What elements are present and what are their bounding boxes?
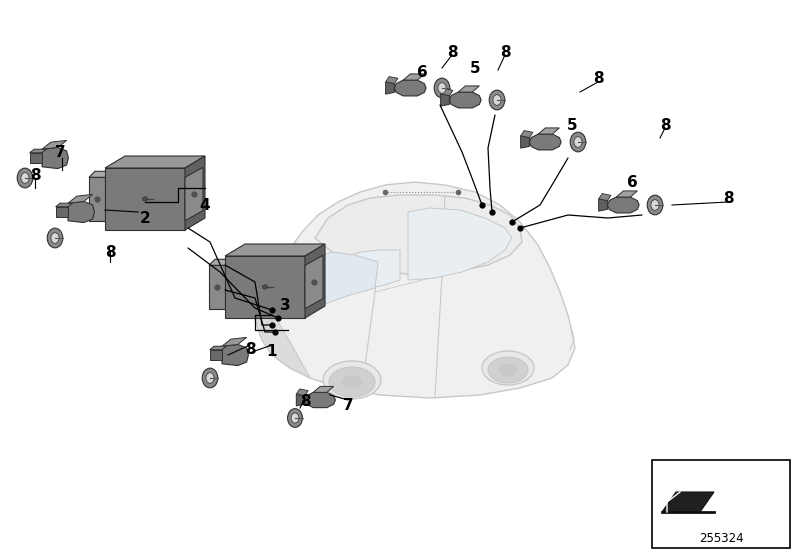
Polygon shape bbox=[450, 92, 481, 108]
Text: 2: 2 bbox=[140, 211, 150, 226]
Polygon shape bbox=[441, 94, 450, 106]
Ellipse shape bbox=[202, 368, 218, 388]
Ellipse shape bbox=[21, 172, 29, 183]
Text: 3: 3 bbox=[280, 297, 290, 312]
Polygon shape bbox=[458, 86, 479, 92]
Polygon shape bbox=[386, 77, 398, 83]
Polygon shape bbox=[305, 244, 325, 318]
Text: 1: 1 bbox=[266, 344, 278, 360]
Ellipse shape bbox=[490, 90, 505, 110]
Ellipse shape bbox=[291, 413, 299, 423]
Text: 8: 8 bbox=[446, 44, 458, 59]
Polygon shape bbox=[305, 255, 323, 309]
Polygon shape bbox=[305, 393, 335, 408]
Polygon shape bbox=[222, 344, 249, 366]
Polygon shape bbox=[42, 141, 66, 149]
Ellipse shape bbox=[262, 285, 267, 289]
Ellipse shape bbox=[438, 83, 446, 94]
Text: 8: 8 bbox=[245, 343, 255, 357]
Text: 7: 7 bbox=[54, 144, 66, 160]
Ellipse shape bbox=[342, 376, 362, 389]
Polygon shape bbox=[598, 194, 611, 200]
Polygon shape bbox=[521, 130, 533, 138]
Text: 8: 8 bbox=[300, 394, 310, 409]
Polygon shape bbox=[662, 492, 714, 512]
Polygon shape bbox=[185, 156, 205, 230]
Polygon shape bbox=[538, 128, 559, 134]
Ellipse shape bbox=[488, 357, 528, 383]
Bar bbox=[652, 460, 790, 548]
Polygon shape bbox=[268, 252, 378, 315]
Ellipse shape bbox=[499, 364, 517, 376]
Polygon shape bbox=[296, 394, 305, 406]
Ellipse shape bbox=[206, 372, 214, 384]
Text: 8: 8 bbox=[30, 167, 40, 183]
Polygon shape bbox=[105, 156, 205, 168]
Polygon shape bbox=[616, 191, 638, 197]
Ellipse shape bbox=[287, 409, 302, 427]
Polygon shape bbox=[255, 305, 310, 378]
Polygon shape bbox=[255, 182, 575, 398]
Ellipse shape bbox=[647, 195, 662, 215]
Polygon shape bbox=[68, 194, 93, 203]
Polygon shape bbox=[56, 203, 73, 207]
Polygon shape bbox=[209, 259, 231, 265]
Text: 5: 5 bbox=[566, 118, 578, 133]
Polygon shape bbox=[185, 167, 203, 221]
Text: 8: 8 bbox=[593, 71, 603, 86]
Ellipse shape bbox=[47, 228, 62, 248]
Text: 5: 5 bbox=[470, 60, 480, 76]
Ellipse shape bbox=[323, 361, 381, 399]
Ellipse shape bbox=[434, 78, 450, 98]
Polygon shape bbox=[56, 207, 68, 217]
Ellipse shape bbox=[51, 232, 59, 244]
Polygon shape bbox=[89, 178, 105, 221]
Polygon shape bbox=[408, 208, 512, 280]
Polygon shape bbox=[386, 82, 394, 94]
Polygon shape bbox=[30, 153, 42, 164]
Polygon shape bbox=[530, 134, 561, 150]
Polygon shape bbox=[521, 136, 530, 148]
Polygon shape bbox=[598, 199, 607, 211]
Polygon shape bbox=[209, 265, 225, 309]
Text: 6: 6 bbox=[626, 175, 638, 189]
Ellipse shape bbox=[570, 132, 586, 152]
Polygon shape bbox=[315, 195, 522, 275]
Ellipse shape bbox=[651, 200, 659, 211]
Polygon shape bbox=[296, 389, 308, 396]
Polygon shape bbox=[394, 80, 426, 96]
Polygon shape bbox=[607, 197, 639, 213]
Text: 255324: 255324 bbox=[698, 531, 743, 544]
Ellipse shape bbox=[493, 95, 501, 105]
Polygon shape bbox=[300, 250, 400, 308]
Polygon shape bbox=[210, 349, 222, 360]
Polygon shape bbox=[30, 149, 46, 153]
Polygon shape bbox=[403, 74, 424, 80]
Polygon shape bbox=[225, 244, 325, 256]
Polygon shape bbox=[210, 346, 226, 349]
Text: 8: 8 bbox=[722, 190, 734, 206]
Ellipse shape bbox=[574, 137, 582, 147]
Polygon shape bbox=[42, 147, 69, 169]
Text: 4: 4 bbox=[200, 198, 210, 212]
Ellipse shape bbox=[329, 367, 375, 397]
Polygon shape bbox=[68, 202, 94, 222]
Polygon shape bbox=[225, 256, 305, 318]
Ellipse shape bbox=[482, 351, 534, 385]
Text: 6: 6 bbox=[417, 64, 427, 80]
Ellipse shape bbox=[18, 168, 33, 188]
Ellipse shape bbox=[142, 197, 147, 201]
Polygon shape bbox=[222, 337, 246, 346]
Polygon shape bbox=[89, 171, 111, 178]
Polygon shape bbox=[441, 88, 453, 96]
Text: 8: 8 bbox=[660, 118, 670, 133]
Polygon shape bbox=[314, 386, 334, 393]
Text: 8: 8 bbox=[105, 245, 115, 259]
Text: 8: 8 bbox=[500, 44, 510, 59]
Polygon shape bbox=[105, 168, 185, 230]
Text: 7: 7 bbox=[342, 398, 354, 413]
